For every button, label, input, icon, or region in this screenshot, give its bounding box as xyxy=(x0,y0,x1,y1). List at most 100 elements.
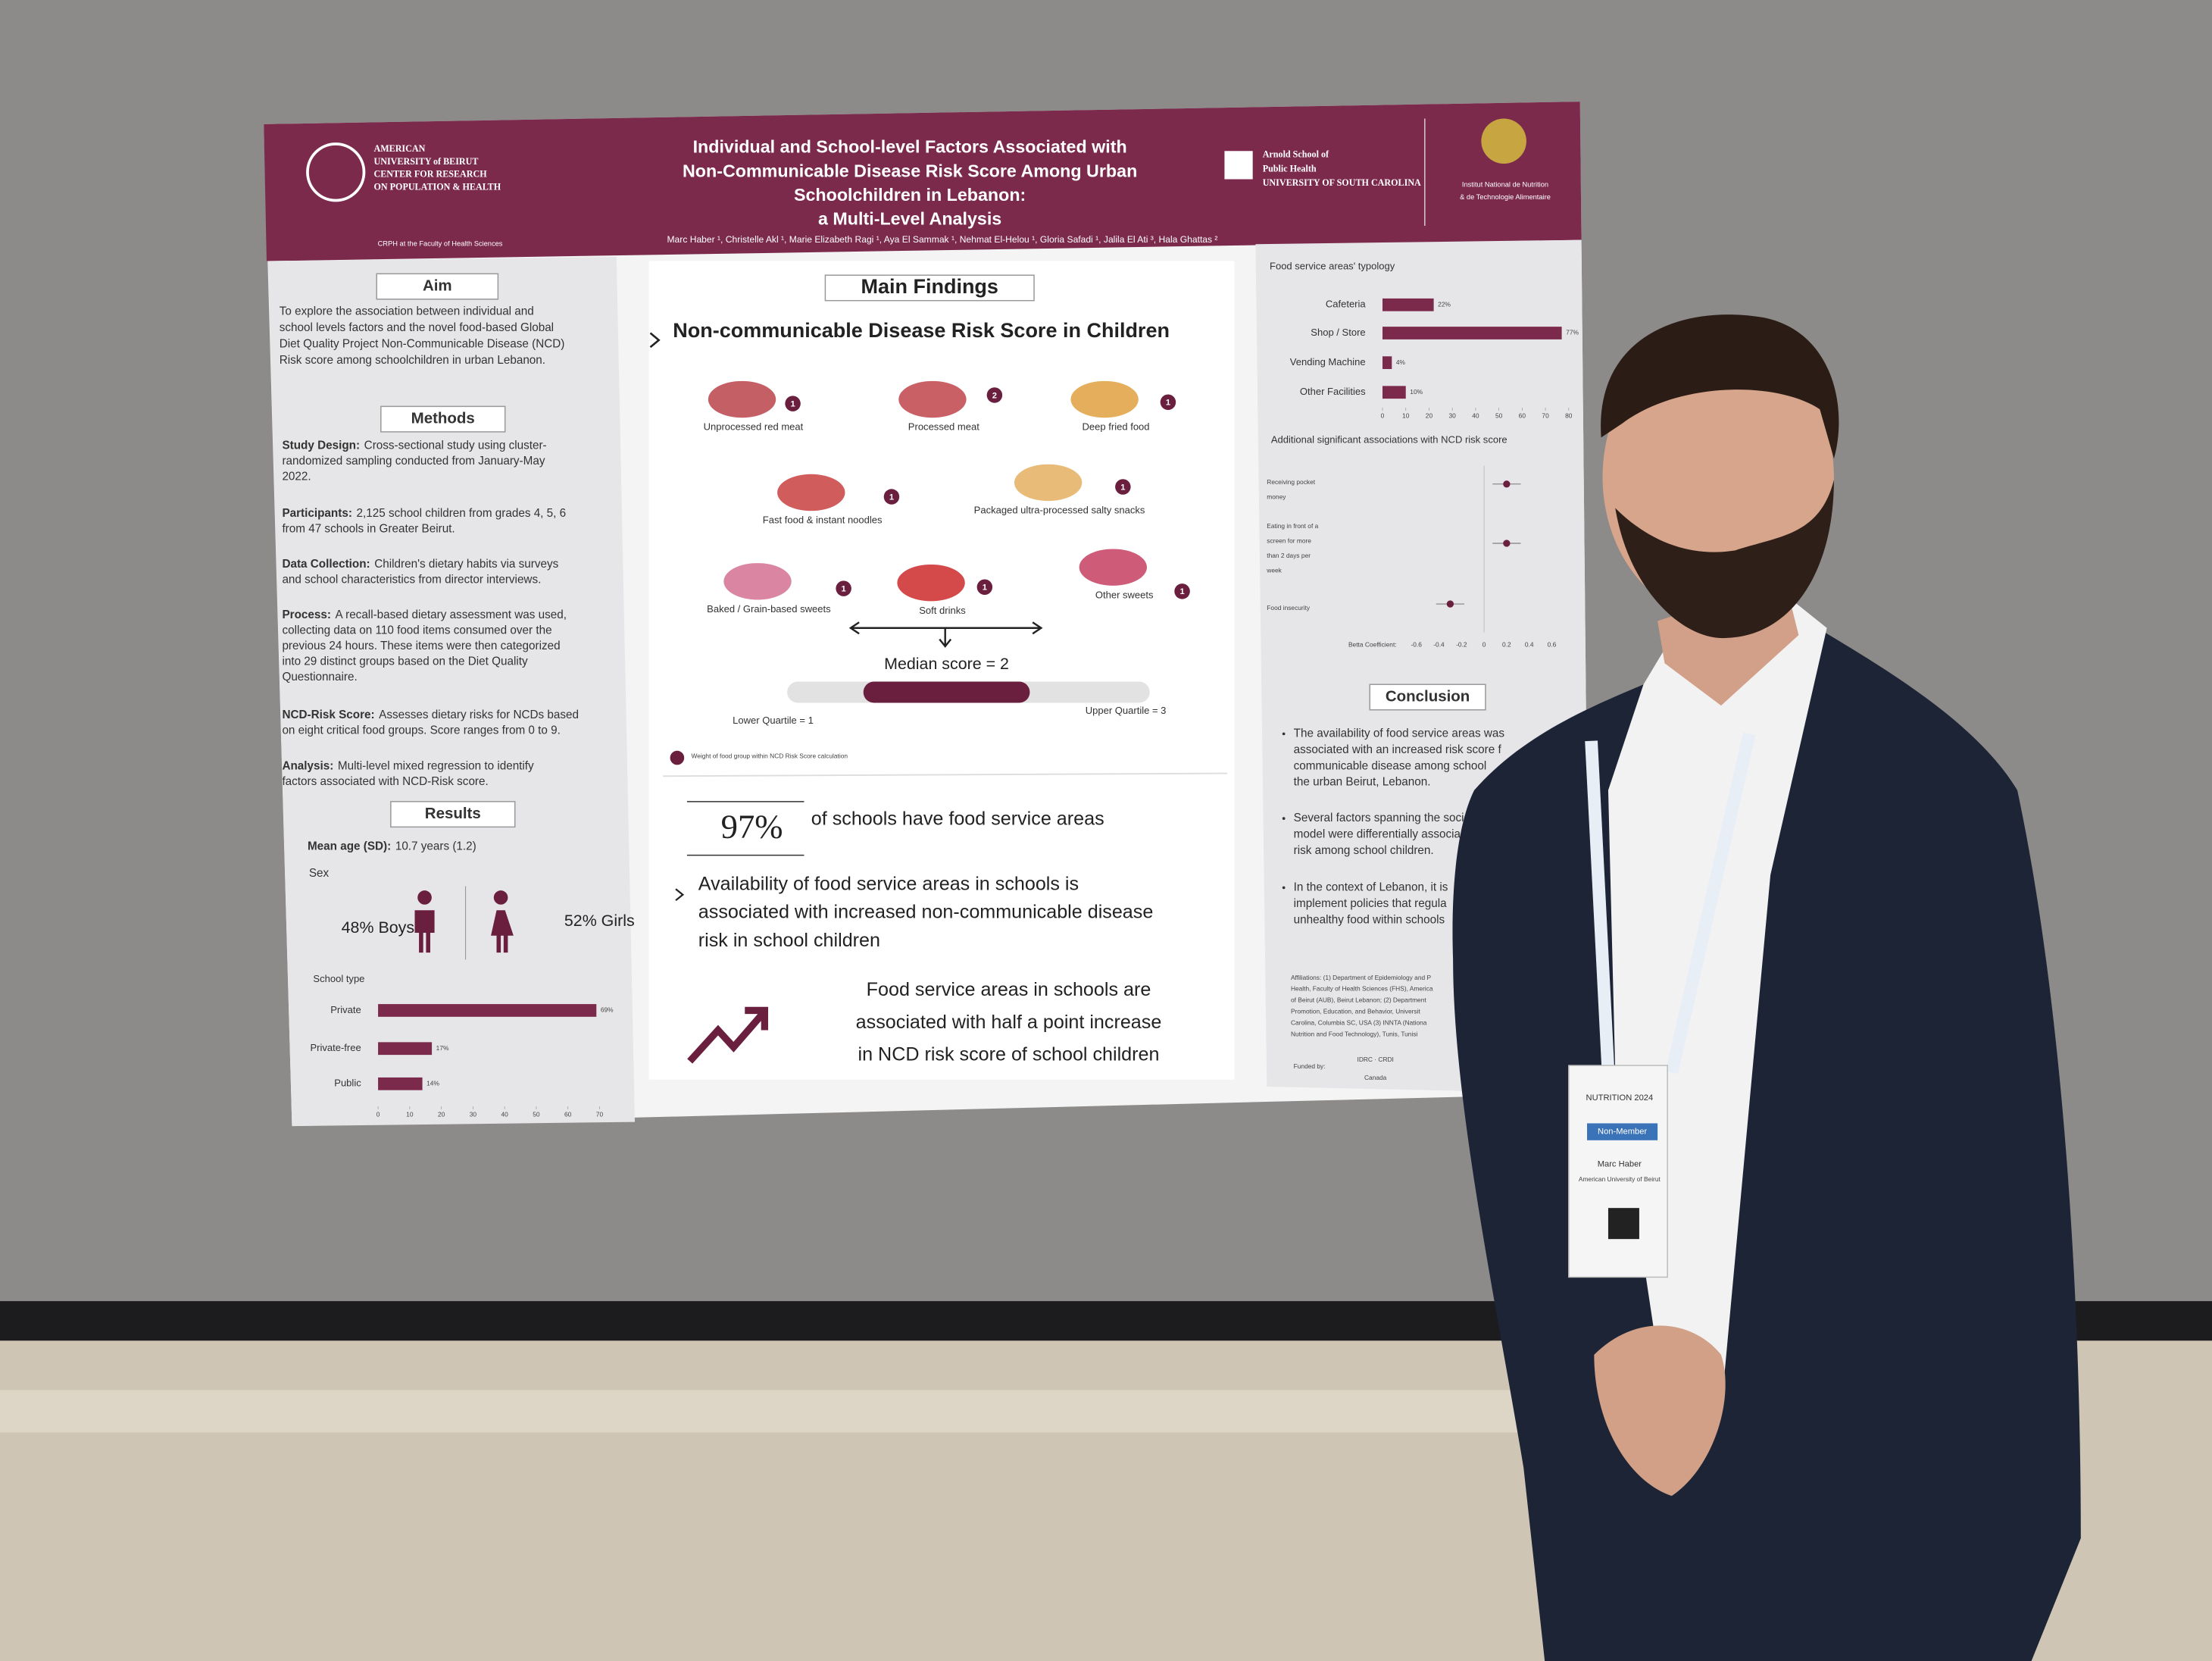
hair xyxy=(1601,314,1839,459)
value-label: 77% xyxy=(1566,329,1579,336)
affiliations: Health, Faculty of Health Sciences (FHS)… xyxy=(1291,985,1433,993)
x-tick-label: 20 xyxy=(1426,412,1433,420)
bar xyxy=(378,1004,597,1017)
org-name: UNIVERSITY OF SOUTH CAROLINA xyxy=(1263,177,1421,188)
org-sub: CRPH at the Faculty of Health Sciences xyxy=(378,240,503,248)
assoc-label: week xyxy=(1266,567,1282,574)
conclusion-text: Several factors spanning the socio xyxy=(1294,812,1470,824)
conclusion-text: the urban Beirut, Lebanon. xyxy=(1294,776,1431,789)
conclusion-text: implement policies that regula xyxy=(1294,897,1447,910)
bar-label: Vending Machine xyxy=(1290,356,1366,368)
x-tick-label: 0 xyxy=(1381,412,1385,420)
affiliations: Carolina, Columbia SC, USA (3) INNTA (Na… xyxy=(1291,1018,1427,1026)
bar xyxy=(378,1077,423,1090)
conclusion-text: risk among school children. xyxy=(1294,844,1434,857)
x-tick-label: 10 xyxy=(1402,412,1410,420)
x-tick-label: 40 xyxy=(501,1110,508,1118)
method-text: 2022. xyxy=(282,471,311,483)
org-name: UNIVERSITY of BEIRUT xyxy=(373,156,478,167)
funded-label: Funded by: xyxy=(1294,1062,1326,1070)
x-tick-label: -0.2 xyxy=(1456,640,1467,648)
method-text: A recall-based dietary assessment was us… xyxy=(336,608,567,621)
x-tick-label: 0.4 xyxy=(1525,640,1534,648)
lower-quartile: Lower Quartile = 1 xyxy=(733,715,814,726)
conclusion-text: The availability of food service areas w… xyxy=(1294,727,1505,740)
poster-title: Non-Communicable Disease Risk Score Amon… xyxy=(683,161,1137,180)
method-label: Study Design: xyxy=(282,439,360,452)
authors: Marc Haber ¹, Christelle Akl ¹, Marie El… xyxy=(667,234,1217,245)
method-text: Cross-sectional study using cluster- xyxy=(364,439,547,452)
hands xyxy=(1594,1325,1726,1497)
range-arrow xyxy=(848,621,1043,648)
affiliations: of Beirut (AUB), Beirut Lebanon; (2) Dep… xyxy=(1291,996,1426,1004)
weight-value: 1 xyxy=(790,400,795,409)
girl-icon xyxy=(491,890,514,953)
badge-name: Marc Haber xyxy=(1598,1159,1642,1168)
weight-badge xyxy=(1160,394,1176,411)
food-label: Fast food & instant noodles xyxy=(763,515,883,526)
weight-badge xyxy=(836,580,851,596)
method-item: Participants: 2,125 school children from … xyxy=(282,507,566,520)
x-tick-label: -0.6 xyxy=(1411,640,1422,648)
assoc-label: screen for more xyxy=(1267,536,1311,544)
value-label: 69% xyxy=(601,1006,614,1014)
value-label: 17% xyxy=(436,1044,449,1052)
badge-org: American University of Beirut xyxy=(1579,1175,1661,1183)
badge-band xyxy=(1587,1123,1658,1140)
food-label: Baked / Grain-based sweets xyxy=(707,603,831,615)
method-label: Participants: xyxy=(282,507,351,520)
method-item: NCD-Risk Score: Assesses dietary risks fo… xyxy=(282,709,579,721)
assoc-point xyxy=(1446,600,1454,608)
badge xyxy=(1568,1065,1668,1278)
bar-label: Private xyxy=(330,1004,361,1015)
finding-text: Availability of food service areas in sc… xyxy=(698,873,1079,894)
section-heading: Results xyxy=(425,805,481,822)
org-name: & de Technologie Alimentaire xyxy=(1460,193,1551,201)
heading-box xyxy=(824,274,1035,302)
bullet-dot xyxy=(1282,817,1286,821)
weight-value: 2 xyxy=(992,391,997,400)
finding-text: associated with increased non-communicab… xyxy=(698,902,1154,923)
value-label: 4% xyxy=(1396,358,1406,366)
org-name: Arnold School of xyxy=(1263,149,1329,160)
method-label: Process: xyxy=(282,608,330,621)
sex-label: Sex xyxy=(309,867,330,880)
value-label: 14% xyxy=(426,1080,439,1087)
badge-event: NUTRITION 2024 xyxy=(1586,1093,1654,1103)
value-label: 22% xyxy=(1438,300,1451,308)
x-tick-label: 50 xyxy=(1495,412,1503,420)
inna-logo xyxy=(1481,118,1526,164)
x-tick-label: 30 xyxy=(1449,412,1457,420)
method-text: randomized sampling conducted from Janua… xyxy=(282,455,545,468)
food-image xyxy=(898,380,967,418)
food-label: Soft drinks xyxy=(919,605,966,616)
aub-logo xyxy=(306,142,366,202)
method-text: on eight critical food groups. Score ran… xyxy=(282,724,560,737)
value-label: 10% xyxy=(1410,388,1423,396)
org-name: CENTER FOR RESEARCH xyxy=(373,169,487,180)
bar-label: Other Facilities xyxy=(1300,386,1366,397)
assoc-label: than 2 days per xyxy=(1267,552,1311,559)
heading-box xyxy=(1369,683,1486,711)
method-item: Analysis: Multi-level mixed regression to… xyxy=(282,759,534,772)
conclusion-text: In the context of Lebanon, it is xyxy=(1294,881,1448,893)
weight-badge xyxy=(1115,479,1131,495)
arrow-bullet xyxy=(675,888,685,902)
bar-label: Public xyxy=(334,1078,361,1089)
bar xyxy=(1382,327,1562,339)
beard xyxy=(1615,480,1834,639)
assoc-label: Food insecurity xyxy=(1267,604,1311,612)
mean-age-label: Mean age (SD): xyxy=(308,840,391,852)
method-text: collecting data on 110 food items consum… xyxy=(282,624,551,637)
poster-title: Individual and School-level Factors Asso… xyxy=(693,137,1127,157)
x-tick-label: 80 xyxy=(1565,412,1573,420)
weight-value: 1 xyxy=(1179,587,1184,596)
method-item: Data Collection: Children's dietary habit… xyxy=(282,558,558,571)
x-tick-label: 60 xyxy=(1519,412,1526,420)
weight-value: 1 xyxy=(983,583,987,593)
x-tick-label: 70 xyxy=(1542,412,1549,420)
mean-age: Mean age (SD): 10.7 years (1.2) xyxy=(308,840,476,852)
bar xyxy=(1382,386,1406,399)
food-image xyxy=(897,564,965,602)
section-heading: Conclusion xyxy=(1386,687,1470,705)
